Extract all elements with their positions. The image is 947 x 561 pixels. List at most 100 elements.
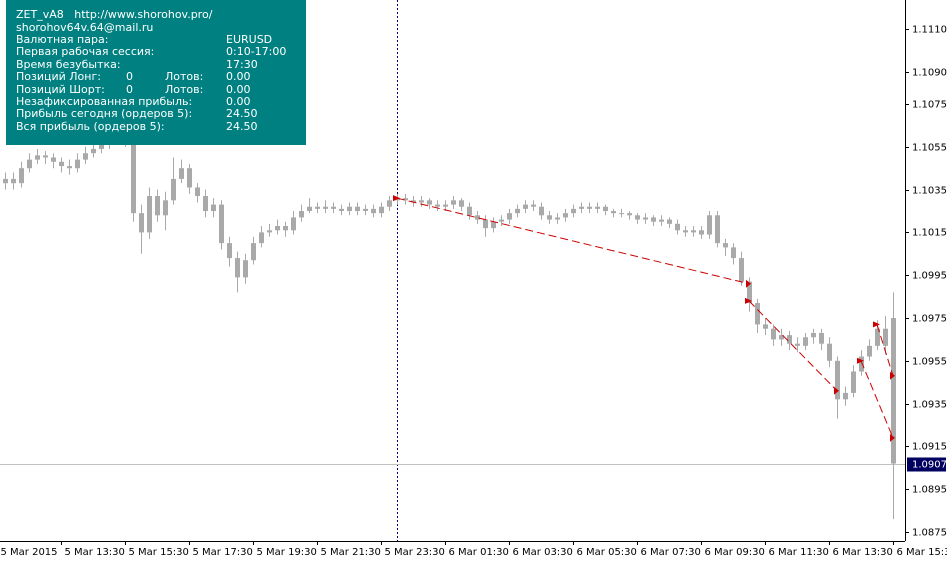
- candle-body: [867, 345, 872, 357]
- candle-body: [507, 213, 512, 220]
- candle-body: [683, 230, 688, 233]
- candle-body: [619, 213, 624, 215]
- x-tick-label: 5 Mar 17:30: [193, 547, 253, 558]
- candle-body: [459, 200, 464, 207]
- candle-body: [27, 159, 32, 169]
- x-tick-label: 5 Mar 21:30: [321, 547, 381, 558]
- candle-body: [699, 230, 704, 235]
- row-count: 0: [126, 70, 133, 84]
- candle-body: [363, 208, 368, 212]
- current-price-label: 1.0907: [912, 460, 947, 471]
- candle-body: [603, 206, 608, 212]
- candle-body: [635, 215, 640, 220]
- candle-body: [443, 204, 448, 207]
- candle-body: [891, 318, 896, 464]
- x-tick-label: 6 Mar 07:30: [641, 547, 701, 558]
- candle-body: [283, 225, 288, 231]
- y-tick-label: 1.0975: [912, 314, 947, 325]
- x-tick-label: 5 Mar 23:30: [385, 547, 445, 558]
- candle-body: [835, 360, 840, 400]
- candle-body: [243, 260, 248, 278]
- y-tick-label: 1.1015: [912, 228, 947, 239]
- x-tick-label: 5 Mar 2015: [1, 547, 58, 558]
- candle-body: [315, 206, 320, 209]
- info-panel: ZET_vA8 http://www.shorohov.pro/shorohov…: [6, 0, 306, 145]
- candle-body: [75, 159, 80, 169]
- candle-body: [859, 356, 864, 372]
- candle-body: [555, 217, 560, 220]
- row-value: EURUSD: [226, 33, 273, 46]
- candle-body: [467, 206, 472, 216]
- candle-body: [819, 332, 824, 344]
- trade-open-marker: [393, 195, 400, 202]
- y-tick-label: 1.1075: [912, 100, 947, 111]
- candle-body: [99, 144, 104, 149]
- candle-body: [387, 200, 392, 207]
- candle-body: [547, 215, 552, 220]
- y-tick-label: 1.0875: [912, 528, 947, 539]
- candle-body: [483, 219, 488, 229]
- candle-body: [587, 206, 592, 209]
- candle-body: [267, 230, 272, 233]
- candle-body: [571, 208, 576, 214]
- candle-body: [691, 230, 696, 233]
- y-tick-label: 1.0935: [912, 400, 947, 411]
- y-tick-label: 1.0915: [912, 442, 947, 453]
- candle-body: [523, 204, 528, 209]
- candle-body: [235, 258, 240, 278]
- row-label: Прибыль сегодня (ордеров 5):: [16, 107, 193, 121]
- candle-body: [827, 343, 832, 361]
- x-tick-label: 6 Mar 11:30: [769, 547, 829, 558]
- candle-body: [379, 206, 384, 214]
- candle-body: [259, 232, 264, 244]
- candle-body: [755, 303, 760, 325]
- x-tick-label: 6 Mar 15:30: [897, 547, 947, 558]
- candle-body: [91, 148, 96, 154]
- candle-body: [539, 206, 544, 216]
- candle-body: [155, 196, 160, 216]
- candle-body: [3, 178, 8, 184]
- candle-body: [795, 343, 800, 346]
- row-label: Вся прибыль (ордеров 5):: [16, 119, 165, 133]
- candle-body: [371, 208, 376, 214]
- candle-body: [643, 217, 648, 220]
- candle-body: [787, 335, 792, 344]
- row-value: 0:10-17:00: [226, 45, 287, 59]
- candle-body: [771, 328, 776, 340]
- candle-body: [59, 161, 64, 167]
- candle-body: [627, 213, 632, 216]
- candle-body: [731, 247, 736, 259]
- x-tick-label: 5 Mar 15:30: [129, 547, 189, 558]
- candle-body: [435, 204, 440, 207]
- candle-body: [843, 392, 848, 400]
- trade-line: [748, 300, 838, 392]
- candle-body: [675, 223, 680, 231]
- trade-close-marker: [746, 279, 751, 288]
- row-value: 0.00: [226, 70, 251, 84]
- candle-body: [251, 243, 256, 261]
- trade-open-marker: [745, 297, 752, 304]
- trade-line: [860, 360, 894, 439]
- candle-body: [331, 206, 336, 209]
- candle-body: [227, 243, 232, 259]
- candle-body: [35, 155, 40, 160]
- candle-body: [67, 166, 72, 169]
- candle-body: [403, 198, 408, 201]
- candle-body: [307, 206, 312, 212]
- trade-close-marker: [890, 371, 895, 380]
- row-label: Первая рабочая сессия:: [16, 45, 155, 59]
- x-tick-label: 6 Mar 05:30: [577, 547, 637, 558]
- candle-body: [531, 204, 536, 207]
- candle-body: [11, 178, 16, 184]
- row-label: Позиций Лонг:: [16, 70, 101, 84]
- candle-body: [611, 211, 616, 214]
- candle-body: [851, 371, 856, 393]
- candle-body: [211, 204, 216, 212]
- candle-body: [179, 168, 184, 179]
- x-tick-label: 6 Mar 01:30: [449, 547, 509, 558]
- candle-body: [811, 332, 816, 338]
- row-lots-label: Лотов:: [165, 70, 204, 84]
- candle-body: [419, 200, 424, 203]
- candle-body: [667, 219, 672, 224]
